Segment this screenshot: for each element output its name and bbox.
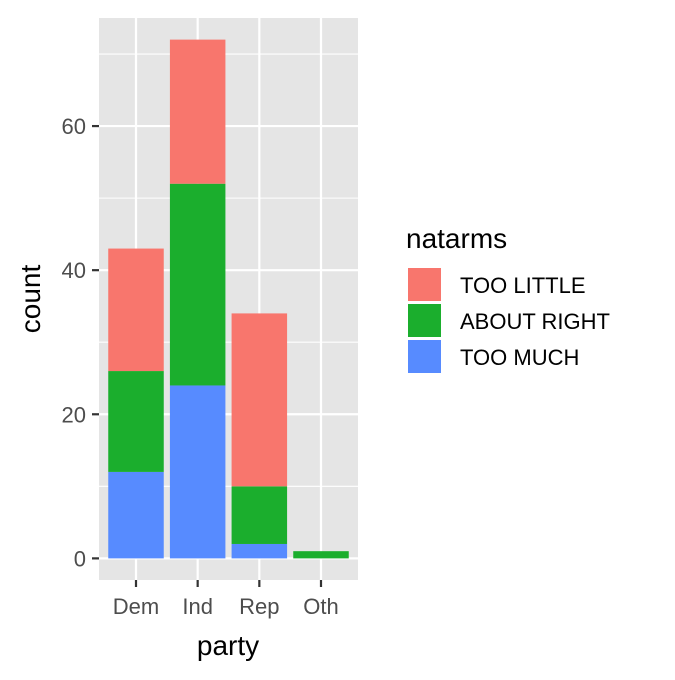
bar-segment bbox=[231, 313, 288, 487]
x-tick-label: Dem bbox=[113, 594, 159, 619]
y-tick-label: 0 bbox=[74, 546, 86, 571]
bar-segment bbox=[231, 543, 288, 559]
legend-label: ABOUT RIGHT bbox=[460, 309, 610, 334]
x-tick-label: Rep bbox=[239, 594, 279, 619]
legend-swatch bbox=[408, 340, 441, 373]
legend-label: TOO MUCH bbox=[460, 345, 579, 370]
bar-segment bbox=[231, 486, 288, 544]
y-axis-title: count bbox=[15, 265, 46, 334]
bar-segment bbox=[169, 183, 226, 386]
x-tick-label: Ind bbox=[182, 594, 213, 619]
y-tick-label: 40 bbox=[62, 258, 86, 283]
legend-title: natarms bbox=[406, 223, 507, 254]
x-axis-title: party bbox=[197, 630, 259, 661]
y-tick-label: 60 bbox=[62, 114, 86, 139]
bar-segment bbox=[108, 248, 164, 372]
y-tick-label: 20 bbox=[62, 402, 86, 427]
x-tick-label: Oth bbox=[303, 594, 338, 619]
legend: natarms TOO LITTLE ABOUT RIGHT TOO MUCH bbox=[406, 223, 610, 373]
bar-segment bbox=[108, 471, 164, 559]
bars bbox=[108, 39, 349, 559]
legend-items: TOO LITTLE ABOUT RIGHT TOO MUCH bbox=[408, 268, 610, 373]
axes: 0 20 40 60 Dem Ind Rep Oth bbox=[62, 114, 339, 619]
bar-segment bbox=[293, 551, 349, 559]
bar-segment bbox=[169, 385, 226, 559]
legend-swatch bbox=[408, 268, 441, 301]
legend-label: TOO LITTLE bbox=[460, 273, 586, 298]
bar-segment bbox=[108, 371, 164, 472]
legend-swatch bbox=[408, 304, 441, 337]
bar-segment bbox=[169, 39, 226, 184]
